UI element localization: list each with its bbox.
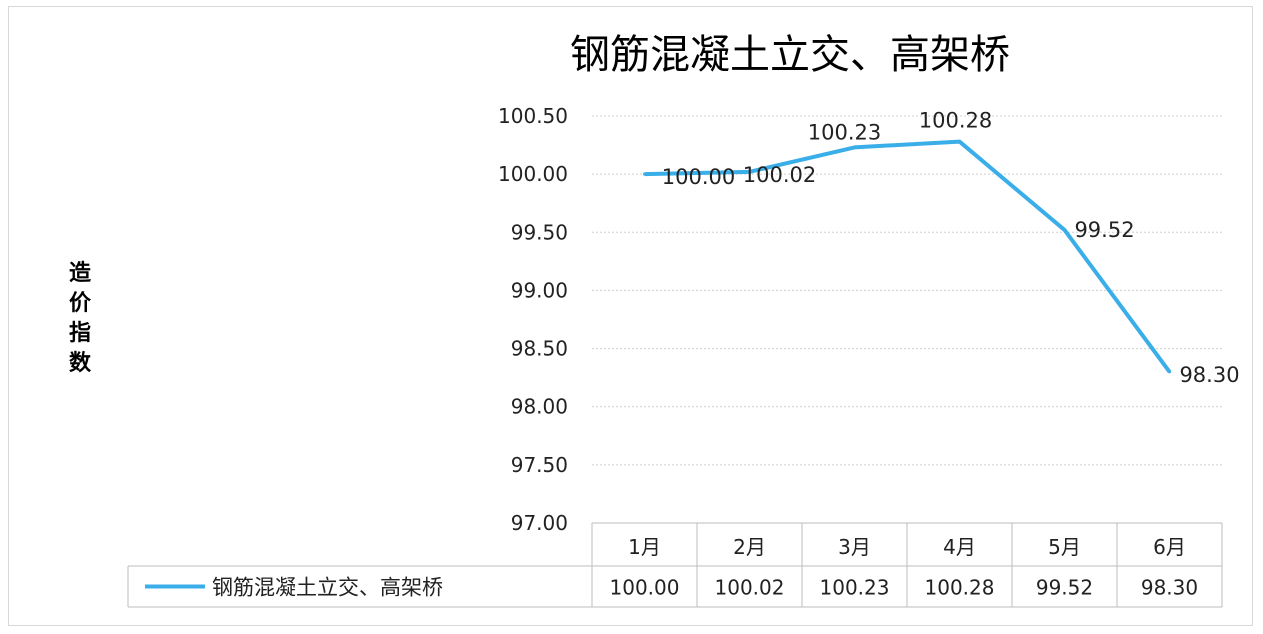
data-point (1168, 370, 1171, 374)
table-value-cell: 99.52 (1036, 576, 1093, 600)
series-lines (643, 139, 1172, 374)
data-point (1063, 228, 1066, 232)
y-axis-label-char: 数 (69, 350, 92, 376)
y-tick-label: 98.50 (511, 337, 568, 361)
x-category-label: 6月 (1153, 535, 1186, 559)
y-tick-label: 98.00 (511, 395, 568, 419)
data-point (853, 145, 856, 149)
y-axis-ticks: 100.50 100.00 99.50 99.00 98.50 98.00 97.50 97.… (498, 104, 568, 535)
data-label: 99.52 (1074, 218, 1134, 242)
x-category-label: 1月 (628, 535, 661, 559)
series-line (644, 139, 1172, 374)
table-value-cell: 100.00 (610, 576, 680, 600)
chart-frame (8, 6, 1253, 626)
table-value-cell: 100.23 (820, 576, 890, 600)
y-tick-label: 100.50 (498, 104, 568, 128)
y-axis-label-char: 指 (69, 321, 91, 346)
table-value-cell: 98.30 (1141, 576, 1198, 600)
y-axis-label-char: 造 (69, 261, 91, 286)
legend-series-name: 钢筋混凝土立交、高架桥 (212, 576, 443, 600)
x-category-label: 2月 (733, 535, 766, 559)
y-tick-label: 97.50 (511, 453, 568, 477)
data-point (958, 140, 961, 144)
y-tick-label: 100.00 (498, 162, 568, 186)
y-tick-label: 97.00 (511, 511, 568, 535)
x-category-label: 3月 (838, 535, 871, 559)
data-label: 100.00 (662, 165, 735, 189)
data-label: 98.30 (1179, 363, 1239, 387)
data-point (643, 172, 646, 176)
table-value-cell: 100.02 (715, 576, 785, 600)
data-label: 100.02 (743, 163, 816, 187)
x-category-label: 4月 (943, 535, 976, 559)
data-label: 100.28 (919, 109, 992, 133)
data-labels: 100.00 100.02 100.23 100.28 99.52 98.30 (662, 109, 1240, 387)
x-category-label: 5月 (1048, 535, 1081, 559)
chart-title: 钢筋混凝土立交、高架桥 (570, 32, 1010, 78)
table-value-cell: 100.28 (925, 576, 995, 600)
y-axis-label-char: 价 (69, 291, 92, 316)
y-tick-label: 99.50 (511, 220, 568, 244)
data-point (748, 170, 751, 174)
y-tick-label: 99.00 (511, 278, 568, 302)
data-label: 100.23 (808, 120, 881, 144)
